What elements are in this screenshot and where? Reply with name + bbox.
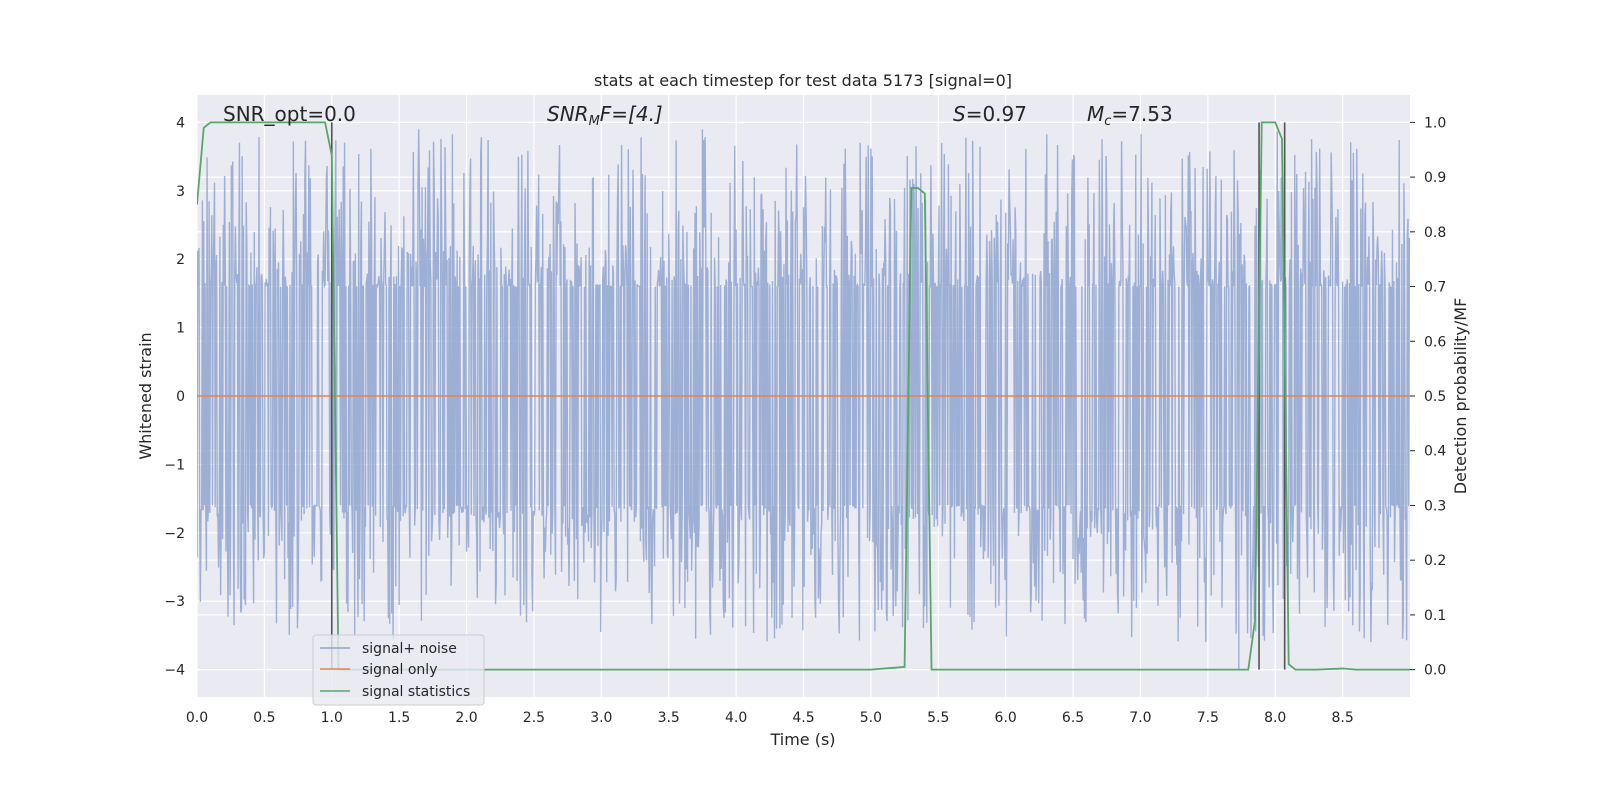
x-tick-label: 7.5	[1197, 710, 1219, 726]
x-tick-label: 5.5	[927, 710, 949, 726]
x-axis-label: Time (s)	[769, 730, 835, 749]
x-tick-label: 3.5	[658, 710, 680, 726]
x-tick-label: 8.0	[1264, 710, 1286, 726]
y-right-tick-label: 0.3	[1424, 498, 1446, 514]
y-right-tick-label: 1.0	[1424, 115, 1446, 131]
x-tick-label: 5.0	[860, 710, 882, 726]
series-signal-statistics	[197, 121, 1410, 671]
y-left-tick-label: −2	[164, 526, 185, 542]
legend: signal+ noise signal only signal statist…	[312, 634, 485, 706]
plot-content	[197, 121, 1410, 671]
y-right-tick-label: 0.0	[1424, 663, 1446, 679]
y-right-tick-label: 0.1	[1424, 608, 1446, 624]
x-tick-label: 4.0	[725, 710, 747, 726]
y-right-tick-label: 0.6	[1424, 334, 1446, 350]
annotation-s-rest: =0.97	[966, 102, 1027, 126]
y-right-tick-label: 0.4	[1424, 444, 1446, 460]
x-tick-label: 8.5	[1331, 710, 1353, 726]
y-right-tick-label: 0.9	[1424, 170, 1446, 186]
annotation-mc-rest: =7.53	[1111, 102, 1172, 126]
annotation-s: S=0.97	[953, 102, 1027, 126]
y-left-tick-label: 0	[176, 389, 185, 405]
legend-box	[312, 634, 485, 706]
x-tick-label: 6.5	[1062, 710, 1084, 726]
annotation-mc: Mc=7.53	[1087, 102, 1173, 129]
x-tick-label: 2.5	[523, 710, 545, 726]
x-tick-label: 0.0	[186, 710, 208, 726]
x-tick-label: 1.5	[388, 710, 410, 726]
y-axis-left-ticks: 4 3 2 1 0 −1 −2 −3 −4	[164, 115, 185, 678]
annotation-mc-italic: M	[1087, 102, 1104, 126]
y-axis-right-label: Detection probability/MF	[1451, 298, 1470, 495]
annotation-snr-opt: SNR_opt=0.0	[223, 102, 356, 126]
y-left-tick-label: 4	[176, 115, 185, 131]
x-tick-label: 1.0	[321, 710, 343, 726]
x-tick-label: 0.5	[253, 710, 275, 726]
x-tick-label: 4.5	[792, 710, 814, 726]
series-signal-noise	[197, 129, 1410, 670]
y-left-tick-label: −3	[164, 594, 185, 610]
x-tick-label: 3.0	[590, 710, 612, 726]
x-tick-label: 7.0	[1129, 710, 1151, 726]
annotation-snr-mf-base: SNR	[547, 102, 589, 126]
legend-label-signal-noise: signal+ noise	[362, 641, 457, 657]
annotation-mc-sub: c	[1104, 114, 1111, 129]
annotation-s-italic: S	[953, 102, 966, 126]
y-right-tick-label: 0.8	[1424, 225, 1446, 241]
x-tick-label: 6.0	[995, 710, 1017, 726]
y-left-tick-label: 3	[176, 184, 185, 200]
legend-label-signal-statistics: signal statistics	[362, 684, 470, 700]
y-right-tick-label: 0.2	[1424, 553, 1446, 569]
y-right-tick-label: 0.7	[1424, 280, 1446, 296]
annotation-snr-mf-rest: F=[4.]	[600, 102, 663, 126]
annotation-snr-mf-sub: M	[589, 114, 600, 129]
legend-label-signal-only: signal only	[362, 662, 437, 678]
y-left-tick-label: 1	[176, 321, 185, 337]
annotation-snr-mf: SNRMF=[4.]	[547, 102, 663, 129]
y-axis-left-label: Whitened strain	[136, 332, 155, 459]
y-axis-right-ticks: 1.0 0.9 0.8 0.7 0.6 0.5 0.4 0.3 0.2 0.1 0.0	[1410, 115, 1446, 679]
y-right-tick-label: 0.5	[1424, 389, 1446, 405]
x-axis-ticks: 0.0 0.5 1.0 1.5 2.0 2.5 3.0 3.5 4.0 4.5 5.0 5.5 6.0 6…	[186, 710, 1354, 726]
chart-title: stats at each timestep for test data 517…	[594, 71, 1012, 90]
y-left-tick-label: −1	[164, 457, 185, 473]
y-left-tick-label: 2	[176, 252, 185, 268]
y-left-tick-label: −4	[164, 663, 185, 679]
x-tick-label: 2.0	[455, 710, 477, 726]
